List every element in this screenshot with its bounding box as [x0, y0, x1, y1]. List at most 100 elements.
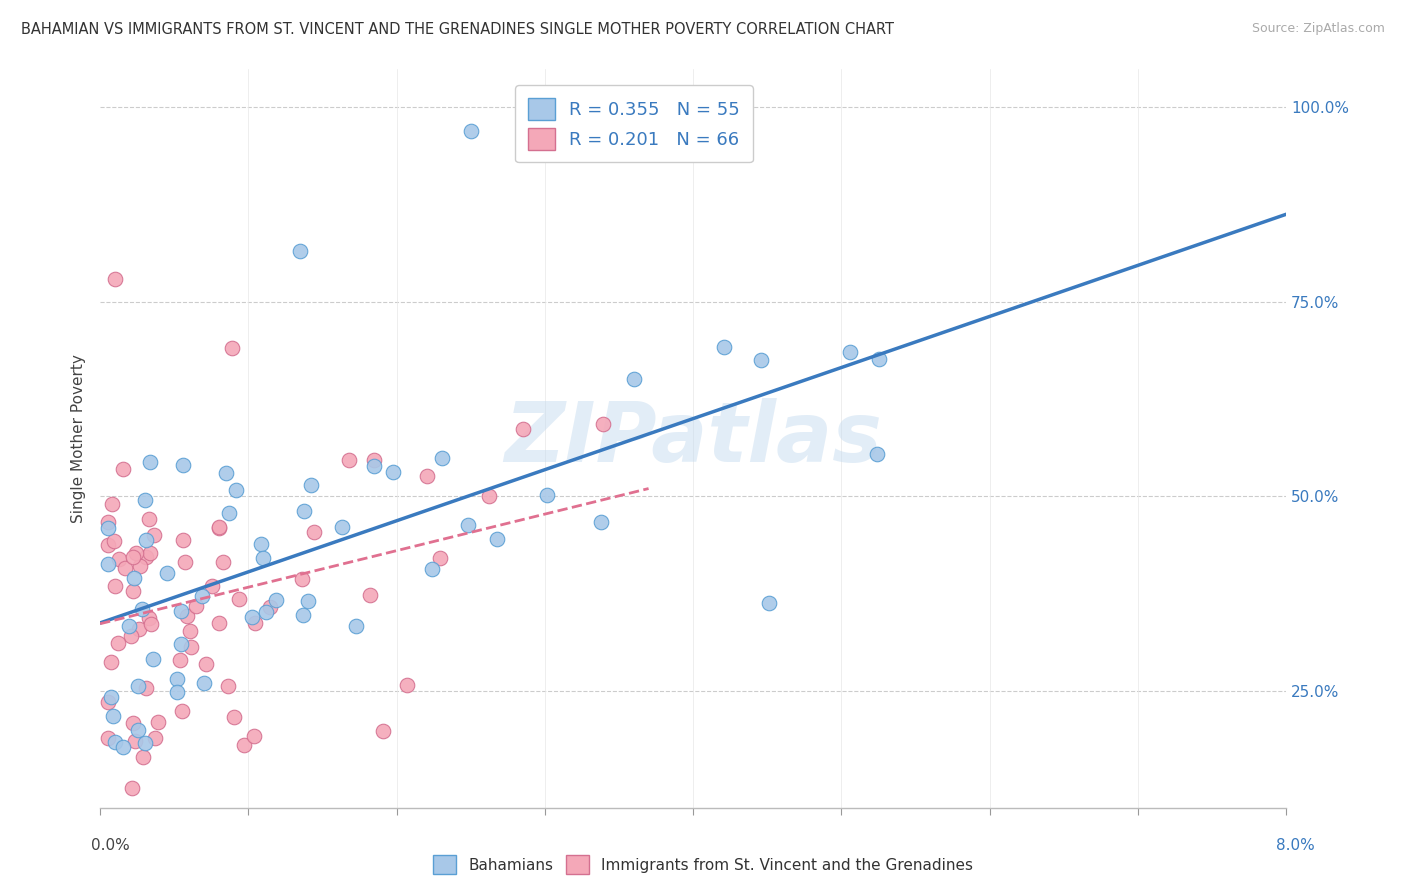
Point [228, 592, 250, 607]
Point [96, 521, 118, 535]
Point [221, 341, 243, 355]
Point [176, 609, 198, 624]
Point [104, 735, 127, 749]
Point [170, 604, 193, 618]
Point [478, 489, 501, 503]
Point [124, 546, 146, 560]
Point [180, 640, 202, 654]
Point [224, 710, 246, 724]
Point [96, 695, 118, 709]
Point [252, 551, 274, 566]
Point [288, 244, 311, 259]
Text: 0.0%: 0.0% [91, 838, 131, 854]
Point [120, 629, 142, 643]
Point [291, 572, 314, 586]
Point [201, 579, 224, 593]
Point [156, 566, 179, 581]
Point [100, 655, 122, 669]
Point [170, 704, 193, 718]
Point [330, 519, 353, 533]
Point [259, 599, 281, 614]
Point [96, 731, 118, 746]
Point [124, 734, 146, 748]
Point [146, 714, 169, 729]
Point [838, 344, 860, 359]
Point [193, 675, 215, 690]
Point [208, 615, 231, 630]
Point [758, 596, 780, 610]
Point [866, 447, 889, 461]
Point [420, 562, 443, 576]
Legend: Bahamians, Immigrants from St. Vincent and the Grenadines: Bahamians, Immigrants from St. Vincent a… [427, 849, 979, 880]
Point [107, 552, 129, 566]
Point [134, 736, 156, 750]
Point [297, 594, 319, 608]
Point [172, 458, 194, 473]
Point [429, 550, 451, 565]
Point [254, 606, 277, 620]
Point [195, 657, 218, 672]
Point [118, 619, 141, 633]
Text: BAHAMIAN VS IMMIGRANTS FROM ST. VINCENT AND THE GRENADINES SINGLE MOTHER POVERTY: BAHAMIAN VS IMMIGRANTS FROM ST. VINCENT … [21, 22, 894, 37]
Point [142, 652, 165, 666]
Point [172, 533, 194, 547]
Point [127, 723, 149, 737]
Point [363, 453, 385, 467]
Point [294, 503, 316, 517]
Point [114, 561, 136, 575]
Point [242, 730, 264, 744]
Point [169, 652, 191, 666]
Point [430, 451, 453, 466]
Point [166, 672, 188, 686]
Point [135, 549, 157, 564]
Point [186, 599, 208, 613]
Point [302, 525, 325, 540]
Point [208, 521, 231, 535]
Point [381, 465, 404, 479]
Point [174, 555, 197, 569]
Point [592, 417, 614, 431]
Point [111, 462, 134, 476]
Point [395, 678, 418, 692]
Point [121, 716, 143, 731]
Point [100, 690, 122, 704]
Point [127, 680, 149, 694]
Point [457, 517, 479, 532]
Point [170, 637, 193, 651]
Point [346, 619, 368, 633]
Point [337, 453, 360, 467]
Point [233, 738, 256, 752]
Point [135, 681, 157, 695]
Legend: R = 0.355   N = 55, R = 0.201   N = 66: R = 0.355 N = 55, R = 0.201 N = 66 [515, 85, 752, 162]
Point [460, 124, 482, 138]
Point [100, 497, 122, 511]
Point [179, 624, 201, 638]
Point [363, 458, 385, 473]
Point [103, 534, 125, 549]
Point [299, 478, 322, 492]
Point [868, 351, 890, 366]
Point [208, 520, 231, 534]
Point [134, 492, 156, 507]
Point [166, 685, 188, 699]
Point [589, 515, 612, 529]
Point [138, 455, 160, 469]
Point [142, 527, 165, 541]
Point [97, 558, 120, 572]
Point [240, 610, 263, 624]
Point [243, 616, 266, 631]
Point [217, 679, 239, 693]
Point [139, 616, 162, 631]
Text: ZIPatlas: ZIPatlas [505, 398, 882, 479]
Point [143, 731, 166, 745]
Point [96, 515, 118, 529]
Point [131, 750, 153, 764]
Point [749, 352, 772, 367]
Point [138, 611, 160, 625]
Point [131, 602, 153, 616]
Point [135, 533, 157, 547]
Point [292, 608, 315, 623]
Point [104, 579, 127, 593]
Point [359, 588, 381, 602]
Point [416, 469, 439, 483]
